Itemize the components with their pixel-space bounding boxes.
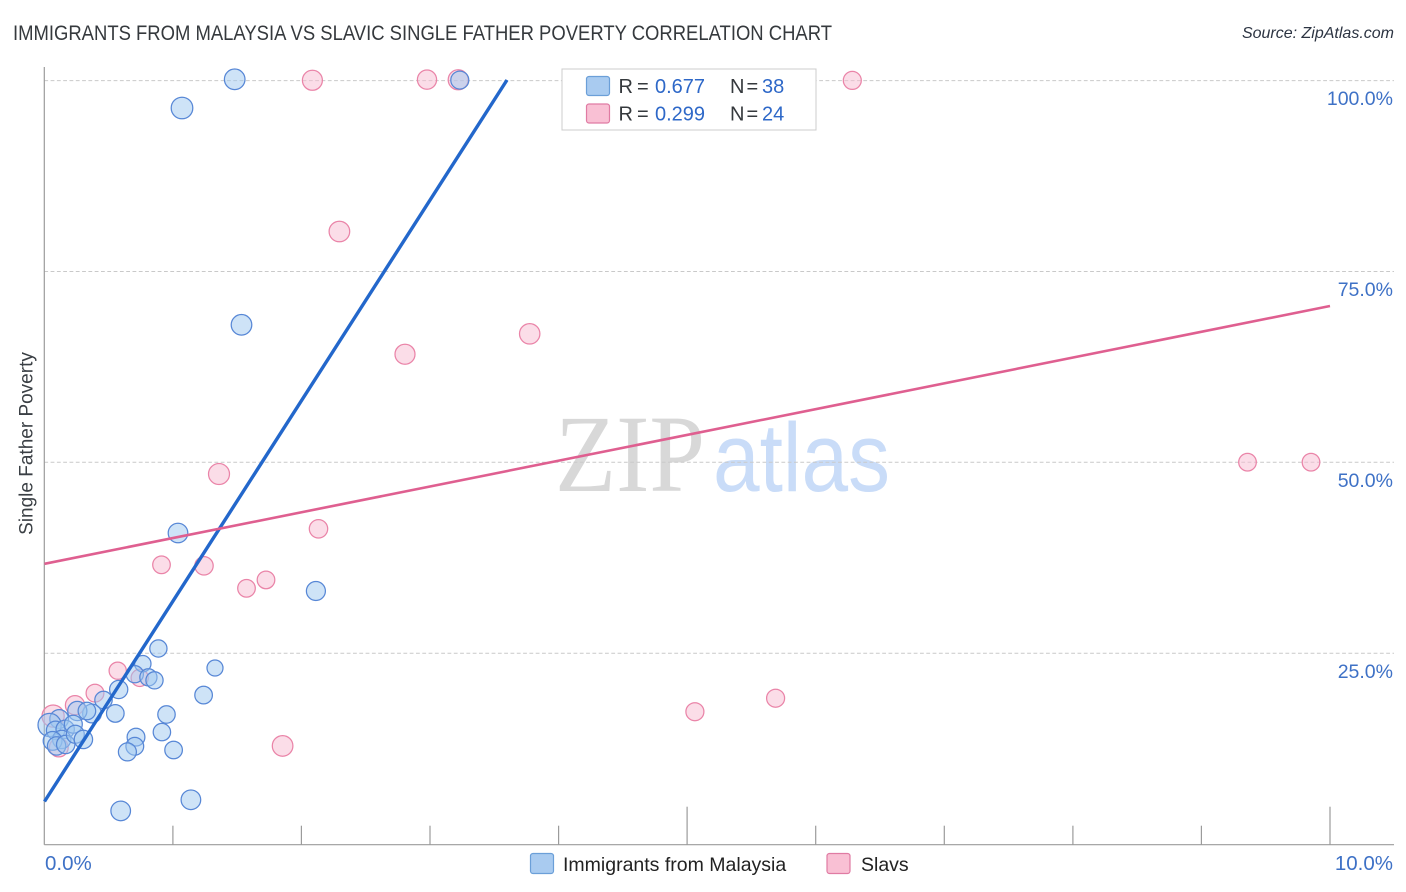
svg-text:=: = [747, 104, 759, 126]
svg-text:75.0%: 75.0% [1338, 279, 1393, 301]
svg-text:0.299: 0.299 [655, 104, 705, 126]
svg-text:R: R [619, 76, 633, 98]
svg-text:100.0%: 100.0% [1327, 88, 1393, 110]
svg-text:ZIP: ZIP [555, 393, 705, 515]
svg-text:10.0%: 10.0% [1335, 852, 1393, 875]
svg-text:Immigrants from Malaysia: Immigrants from Malaysia [563, 854, 786, 876]
svg-text:=: = [637, 76, 649, 98]
svg-text:Single Father Poverty: Single Father Poverty [17, 352, 38, 535]
svg-text:25.0%: 25.0% [1338, 661, 1393, 683]
svg-text:38: 38 [762, 76, 784, 98]
svg-text:=: = [637, 104, 649, 126]
svg-text:50.0%: 50.0% [1338, 470, 1393, 492]
svg-text:Slavs: Slavs [861, 854, 909, 876]
svg-text:N: N [730, 76, 744, 98]
svg-text:R: R [619, 104, 633, 126]
svg-text:Source: ZipAtlas.com: Source: ZipAtlas.com [1242, 25, 1394, 42]
svg-text:0.677: 0.677 [655, 76, 705, 98]
svg-text:24: 24 [762, 104, 784, 126]
svg-text:N: N [730, 104, 744, 126]
svg-text:0.0%: 0.0% [45, 852, 92, 875]
svg-text:atlas: atlas [713, 403, 890, 512]
svg-text:=: = [747, 76, 759, 98]
svg-text:IMMIGRANTS FROM MALAYSIA VS SL: IMMIGRANTS FROM MALAYSIA VS SLAVIC SINGL… [13, 22, 832, 45]
